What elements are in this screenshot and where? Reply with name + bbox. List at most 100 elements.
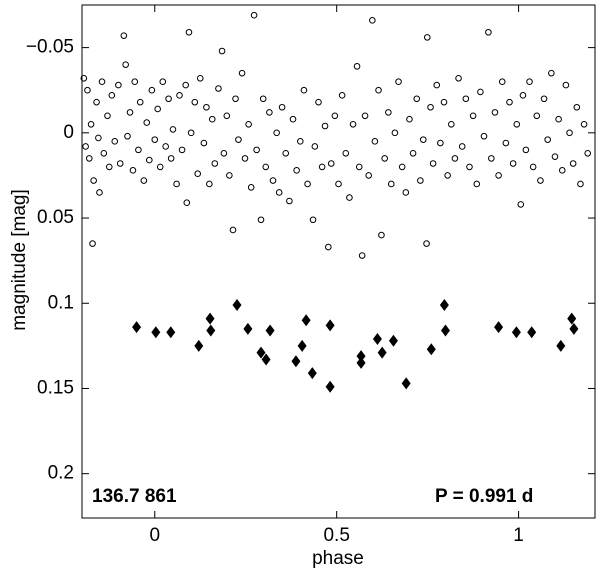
point (262, 163, 270, 171)
point (232, 298, 242, 311)
y-tick-label: 0.1 (48, 292, 74, 313)
point (556, 339, 566, 352)
point (235, 136, 242, 143)
point (296, 138, 304, 145)
point (176, 92, 183, 99)
point (494, 321, 504, 334)
point (220, 149, 228, 157)
point (498, 78, 506, 85)
point (243, 322, 253, 335)
point (211, 160, 219, 167)
point (429, 160, 437, 167)
y-axis-label: magnitude [mag] (9, 189, 30, 331)
point (104, 112, 111, 120)
point (311, 143, 319, 150)
point (426, 343, 436, 356)
point (447, 121, 455, 128)
point (261, 353, 271, 366)
x-tick-label: 0 (149, 525, 160, 546)
point (111, 138, 119, 145)
point (98, 78, 106, 85)
y-tick-label: 0.05 (37, 207, 74, 228)
point (506, 98, 513, 106)
point (356, 356, 366, 369)
point (369, 17, 376, 24)
point (273, 129, 280, 137)
point (325, 319, 335, 332)
point (569, 160, 577, 167)
point (289, 115, 297, 123)
point (85, 155, 93, 162)
point (318, 163, 326, 171)
point (473, 180, 481, 188)
point (253, 146, 260, 154)
point (266, 109, 273, 116)
point (143, 119, 151, 126)
point (120, 32, 128, 39)
point (413, 95, 421, 103)
point (226, 172, 233, 179)
point (569, 322, 579, 335)
point (349, 121, 357, 128)
point (488, 155, 495, 162)
point (116, 160, 124, 167)
point (331, 112, 339, 120)
point (353, 63, 361, 70)
point (122, 61, 129, 68)
point (365, 172, 372, 179)
point (548, 69, 555, 77)
point (245, 121, 252, 128)
point (335, 180, 342, 188)
point (346, 194, 353, 201)
point (247, 184, 255, 191)
annotation: 136.7 861 (92, 486, 177, 507)
point (146, 156, 153, 164)
point (417, 177, 424, 184)
point (148, 86, 156, 94)
point (540, 95, 548, 103)
point (387, 180, 395, 188)
point (517, 201, 525, 208)
point (519, 92, 527, 99)
point (440, 98, 448, 106)
point (115, 81, 122, 89)
point (182, 81, 189, 89)
plot-frame (81, 4, 596, 519)
point (304, 180, 311, 188)
point (437, 139, 444, 147)
point (241, 155, 249, 162)
point (551, 153, 559, 160)
point (361, 112, 369, 120)
point (291, 355, 301, 368)
point (154, 105, 161, 113)
point (544, 136, 552, 143)
point (131, 78, 139, 85)
point (108, 92, 116, 99)
point (151, 326, 161, 339)
point (391, 129, 399, 137)
point (206, 324, 216, 337)
point (129, 167, 137, 174)
point (511, 326, 521, 339)
point (433, 81, 441, 89)
point (455, 74, 462, 82)
point (309, 216, 317, 224)
point (126, 109, 134, 116)
x-axis-label: phase (312, 548, 364, 569)
point (558, 167, 566, 174)
point (173, 180, 180, 188)
point (256, 346, 266, 359)
point (566, 129, 573, 137)
point (250, 11, 258, 19)
point (427, 103, 434, 111)
point (355, 163, 363, 171)
x-tick-label: 0.5 (323, 525, 349, 546)
point (381, 155, 389, 162)
point (495, 172, 502, 179)
point (275, 189, 283, 196)
point (95, 134, 102, 142)
point (439, 298, 449, 311)
y-tick-label: 0.2 (48, 463, 74, 484)
point (377, 346, 387, 359)
point (223, 112, 231, 120)
